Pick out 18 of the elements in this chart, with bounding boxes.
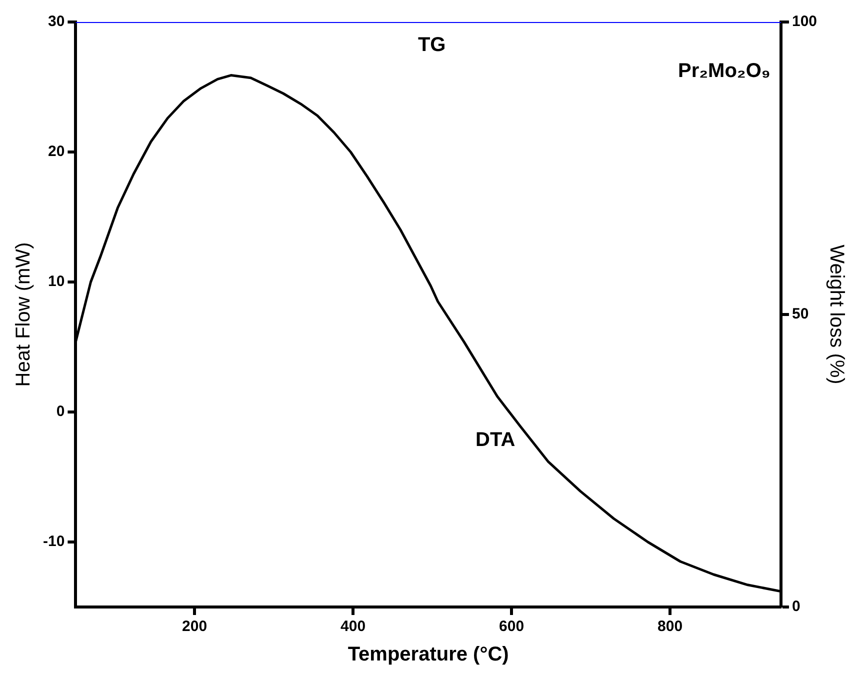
annotation: TG (418, 34, 446, 56)
x-tick-label: 800 (658, 618, 683, 636)
y2-tick-label: 100 (792, 13, 818, 30)
x-tick-label: 400 (340, 618, 366, 636)
x-axis-title: Temperature (°C) (348, 644, 509, 666)
y-axis-title: Heat Flow (mW) (12, 242, 35, 387)
y-tick-label: 0 (56, 403, 65, 420)
y-tick-label: 30 (48, 13, 65, 30)
y2-tick-label: 0 (792, 598, 800, 616)
x-tick-label: 200 (182, 618, 208, 636)
y2-tick-label: 50 (792, 306, 809, 323)
y-tick-label: 10 (48, 273, 65, 290)
y2-axis-title: Weight loss (%) (825, 244, 848, 384)
x-tick-label: 600 (499, 618, 524, 636)
y-tick-label: -10 (42, 533, 65, 550)
y-tick-label: 20 (48, 143, 65, 160)
annotation: Pr₂Mo₂O₉ (678, 60, 770, 82)
annotation: DTA (476, 428, 516, 451)
